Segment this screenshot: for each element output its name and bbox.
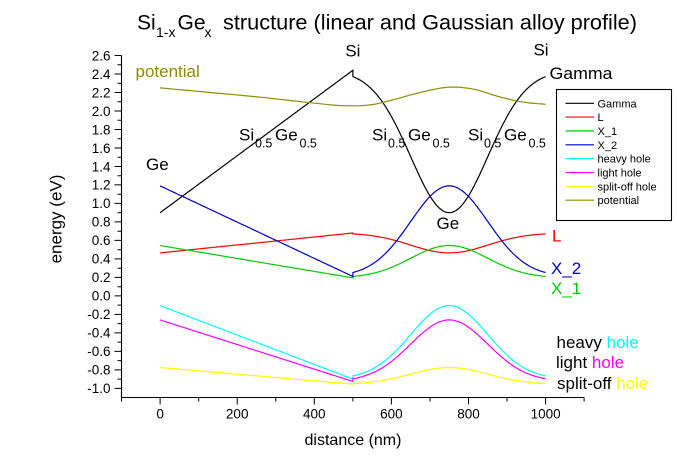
svg-text:distance (nm): distance (nm): [305, 432, 402, 449]
svg-text:Ge: Ge: [504, 126, 527, 145]
svg-text:-0.4: -0.4: [87, 326, 111, 341]
svg-text:0.8: 0.8: [92, 215, 111, 230]
svg-text:1.0: 1.0: [92, 196, 111, 211]
svg-text:1.8: 1.8: [92, 122, 111, 137]
svg-text:Gamma: Gamma: [598, 98, 638, 110]
svg-text:1.6: 1.6: [92, 141, 111, 156]
svg-text:heavy hole: heavy hole: [557, 333, 639, 352]
svg-text:potential: potential: [136, 62, 200, 81]
svg-text:heavy hole: heavy hole: [598, 154, 651, 166]
svg-text:1.4: 1.4: [92, 159, 111, 174]
svg-text:2.0: 2.0: [92, 104, 111, 119]
svg-text:Si: Si: [372, 126, 387, 145]
svg-text:0.0: 0.0: [92, 289, 111, 304]
svg-text:Si: Si: [137, 12, 156, 35]
svg-text:-1.0: -1.0: [87, 381, 110, 396]
svg-text:1-x: 1-x: [156, 24, 175, 40]
svg-text:X_2: X_2: [598, 140, 618, 152]
svg-text:-0.6: -0.6: [87, 344, 110, 359]
svg-text:Ge: Ge: [408, 126, 431, 145]
svg-text:0.6: 0.6: [92, 233, 111, 248]
svg-text:Ge: Ge: [275, 126, 298, 145]
svg-text:1.2: 1.2: [92, 178, 111, 193]
svg-text:0: 0: [156, 407, 164, 422]
svg-text:0.5: 0.5: [484, 137, 501, 151]
svg-text:Ge: Ge: [146, 155, 169, 174]
svg-text:600: 600: [380, 407, 403, 422]
svg-text:Si: Si: [533, 41, 548, 60]
svg-text:0.5: 0.5: [433, 137, 450, 151]
svg-text:light hole: light hole: [556, 353, 624, 372]
svg-text:1000: 1000: [531, 407, 561, 422]
svg-text:0.5: 0.5: [388, 137, 405, 151]
svg-text:Si: Si: [239, 126, 254, 145]
svg-text:split-off hole: split-off hole: [598, 181, 657, 193]
svg-text:0.5: 0.5: [300, 137, 317, 151]
svg-text:Si: Si: [468, 126, 483, 145]
svg-text:L: L: [552, 227, 561, 246]
svg-text:2.4: 2.4: [92, 67, 111, 82]
svg-text:potential: potential: [598, 195, 640, 207]
svg-text:400: 400: [303, 407, 326, 422]
svg-text:x: x: [205, 24, 212, 40]
svg-text:Gamma: Gamma: [550, 64, 614, 83]
svg-text:X_1: X_1: [598, 126, 618, 138]
svg-text:L: L: [598, 112, 604, 124]
svg-text:2.6: 2.6: [92, 48, 111, 63]
svg-text:0.5: 0.5: [255, 137, 272, 151]
svg-text:Ge: Ge: [178, 12, 206, 35]
svg-text:200: 200: [226, 407, 249, 422]
svg-text:X_1: X_1: [551, 279, 581, 298]
svg-text:light hole: light hole: [598, 168, 642, 180]
svg-text:Si: Si: [345, 42, 360, 61]
svg-text:2.2: 2.2: [92, 85, 111, 100]
svg-text:0.5: 0.5: [529, 137, 546, 151]
svg-text:800: 800: [457, 407, 480, 422]
svg-text:0.4: 0.4: [92, 252, 111, 267]
svg-text:-0.8: -0.8: [87, 363, 110, 378]
svg-text:-0.2: -0.2: [87, 307, 110, 322]
svg-text:X_2: X_2: [551, 259, 581, 278]
svg-text:Ge: Ge: [437, 214, 460, 233]
svg-text:energy (eV): energy (eV): [47, 175, 66, 264]
svg-text:split-off hole: split-off hole: [557, 374, 648, 393]
svg-text:0.2: 0.2: [92, 270, 111, 285]
svg-text:structure (linear and Gaussian: structure (linear and Gaussian alloy pro…: [217, 12, 637, 35]
